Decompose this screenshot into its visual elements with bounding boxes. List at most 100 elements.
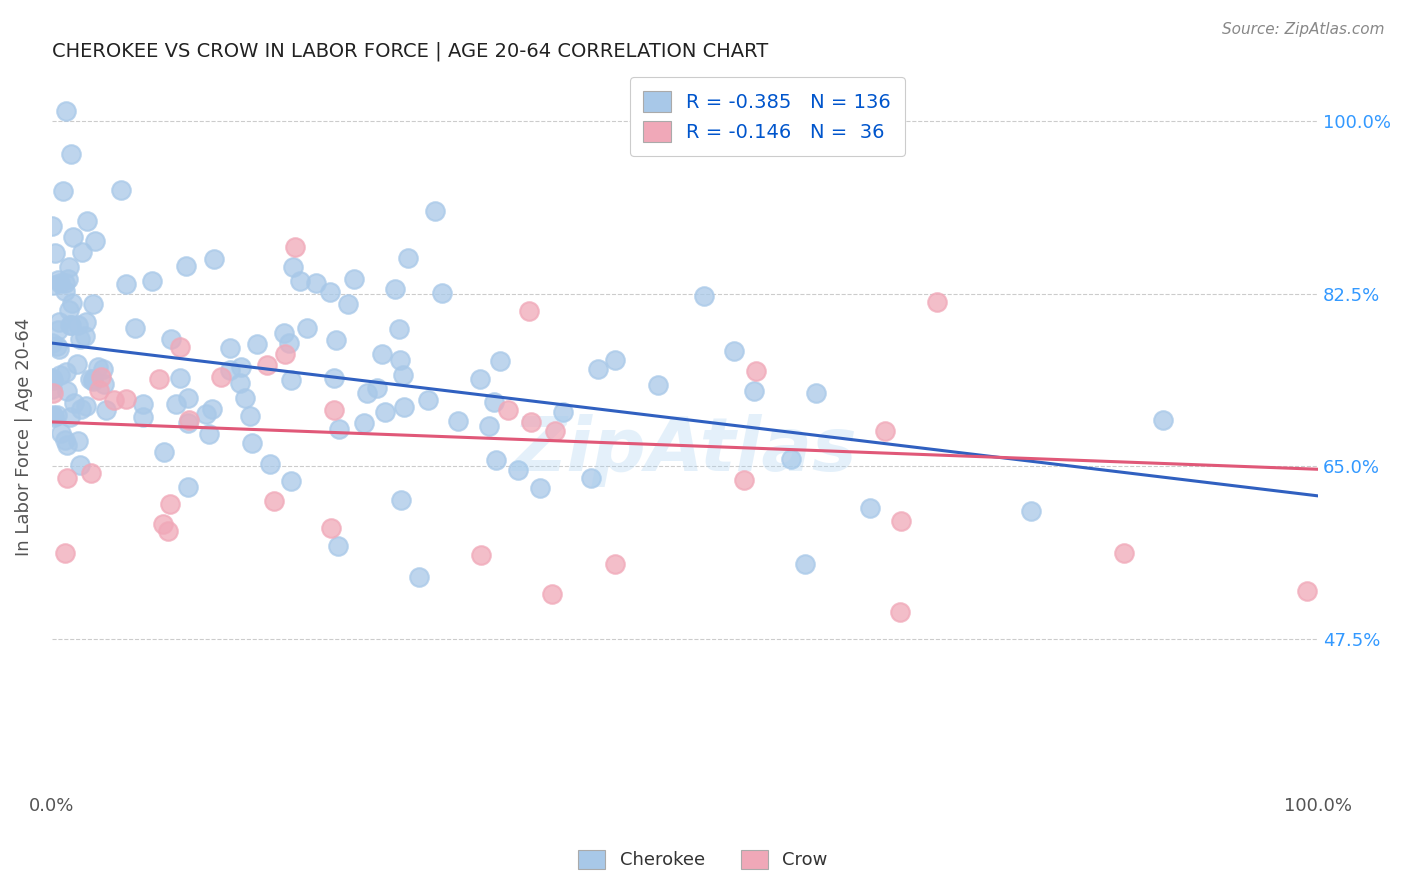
Point <box>259 457 281 471</box>
Point <box>353 417 375 431</box>
Point <box>58 318 80 333</box>
Point <box>693 288 716 302</box>
Point <box>229 360 252 375</box>
Point <box>89 383 111 397</box>
Point <box>605 558 627 572</box>
Point <box>371 347 394 361</box>
Point <box>1152 413 1174 427</box>
Point <box>508 463 530 477</box>
Point <box>498 402 520 417</box>
Text: Source: ZipAtlas.com: Source: ZipAtlas.com <box>1222 22 1385 37</box>
Point <box>75 315 97 329</box>
Point <box>69 402 91 417</box>
Point <box>219 362 242 376</box>
Point <box>41 371 63 385</box>
Point <box>723 343 745 358</box>
Point <box>48 323 70 337</box>
Point <box>647 377 669 392</box>
Point <box>46 409 69 423</box>
Point <box>46 273 69 287</box>
Point <box>263 493 285 508</box>
Point <box>75 400 97 414</box>
Point <box>343 271 366 285</box>
Point <box>432 286 454 301</box>
Point <box>157 524 180 538</box>
Point <box>169 339 191 353</box>
Point <box>579 471 602 485</box>
Point <box>541 586 564 600</box>
Point <box>388 353 411 368</box>
Point <box>337 297 360 311</box>
Point <box>82 374 104 388</box>
Y-axis label: In Labor Force | Age 20-64: In Labor Force | Age 20-64 <box>15 318 32 556</box>
Point <box>447 414 470 428</box>
Point <box>87 359 110 374</box>
Point <box>1296 583 1319 598</box>
Point <box>779 452 801 467</box>
Point <box>174 259 197 273</box>
Point <box>219 341 242 355</box>
Point <box>169 371 191 385</box>
Point <box>160 332 183 346</box>
Point <box>41 382 63 396</box>
Point <box>55 365 77 379</box>
Point <box>56 272 79 286</box>
Point <box>374 405 396 419</box>
Point <box>326 539 349 553</box>
Point <box>319 285 342 299</box>
Point <box>423 204 446 219</box>
Point <box>322 402 344 417</box>
Point <box>83 234 105 248</box>
Point <box>69 458 91 473</box>
Point <box>195 407 218 421</box>
Point <box>1019 503 1042 517</box>
Point <box>233 391 256 405</box>
Point <box>62 229 84 244</box>
Point <box>201 401 224 416</box>
Point <box>925 295 948 310</box>
Point <box>58 260 80 275</box>
Point <box>76 214 98 228</box>
Point <box>239 409 262 424</box>
Point <box>42 410 65 425</box>
Point <box>482 395 505 409</box>
Point <box>62 396 84 410</box>
Point <box>485 453 508 467</box>
Point <box>305 277 328 291</box>
Point <box>544 424 567 438</box>
Point <box>366 380 388 394</box>
Point <box>110 183 132 197</box>
Point <box>418 392 440 407</box>
Point <box>274 346 297 360</box>
Point <box>55 438 77 452</box>
Point <box>56 471 79 485</box>
Point <box>48 342 70 356</box>
Point <box>519 415 541 429</box>
Point <box>209 369 232 384</box>
Point <box>53 546 76 560</box>
Point <box>42 386 65 401</box>
Point <box>889 605 911 619</box>
Point <box>49 368 72 382</box>
Point <box>468 372 491 386</box>
Point <box>246 337 269 351</box>
Point <box>890 514 912 528</box>
Point <box>1114 546 1136 560</box>
Point <box>59 146 82 161</box>
Point <box>794 557 817 571</box>
Point <box>177 416 200 430</box>
Point <box>70 245 93 260</box>
Point <box>529 481 551 495</box>
Point <box>42 277 65 292</box>
Point <box>273 326 295 341</box>
Point <box>321 521 343 535</box>
Point <box>66 318 89 333</box>
Point <box>553 405 575 419</box>
Point <box>392 368 415 382</box>
Point <box>59 409 82 424</box>
Point <box>115 277 138 292</box>
Point <box>284 240 307 254</box>
Point <box>115 392 138 406</box>
Point <box>389 492 412 507</box>
Point <box>141 274 163 288</box>
